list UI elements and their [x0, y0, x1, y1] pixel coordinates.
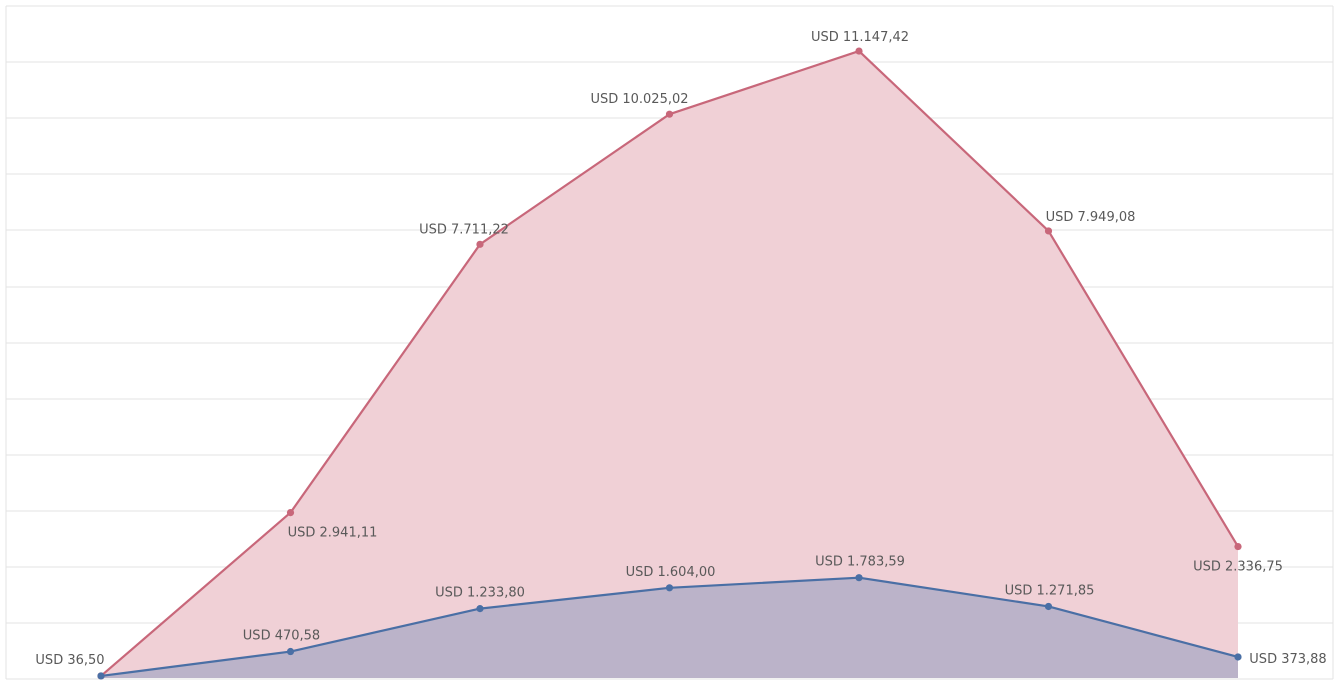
data-label: USD 10.025,02: [590, 92, 688, 107]
data-label: USD 1.783,59: [815, 555, 905, 570]
data-label: USD 373,88: [1249, 652, 1326, 667]
series-area-0: [101, 51, 1238, 679]
data-point: [1044, 227, 1053, 235]
data-label: USD 1.604,00: [626, 565, 716, 580]
data-point: [1234, 542, 1242, 551]
data-point: [855, 574, 863, 582]
data-point: [665, 584, 674, 592]
data-label: USD 2.336,75: [1193, 560, 1283, 575]
area-layer: [101, 51, 1238, 679]
data-point: [1234, 653, 1242, 661]
data-point: [855, 47, 863, 55]
data-point: [286, 647, 295, 656]
data-label: USD 36,50: [35, 653, 104, 668]
series-area-1: [101, 577, 1238, 678]
label-layer: USD 2.941,11 USD 7.711,22 USD 10.025,02 USD…: [35, 30, 1326, 668]
data-point: [286, 508, 295, 517]
data-point: [1044, 602, 1053, 611]
data-point: [476, 605, 484, 613]
data-label: USD 1.233,80: [435, 586, 525, 601]
data-label: USD 1.271,85: [1005, 583, 1095, 598]
point-layer: [97, 47, 1242, 680]
data-point: [665, 110, 674, 118]
data-point: [476, 240, 484, 248]
data-label: USD 7.949,08: [1046, 210, 1136, 225]
data-label: USD 2.941,11: [288, 526, 378, 541]
data-label: USD 11.147,42: [811, 30, 909, 45]
data-label: USD 7.711,22: [419, 222, 509, 237]
data-label: USD 470,58: [243, 629, 320, 644]
data-point: [97, 672, 105, 680]
